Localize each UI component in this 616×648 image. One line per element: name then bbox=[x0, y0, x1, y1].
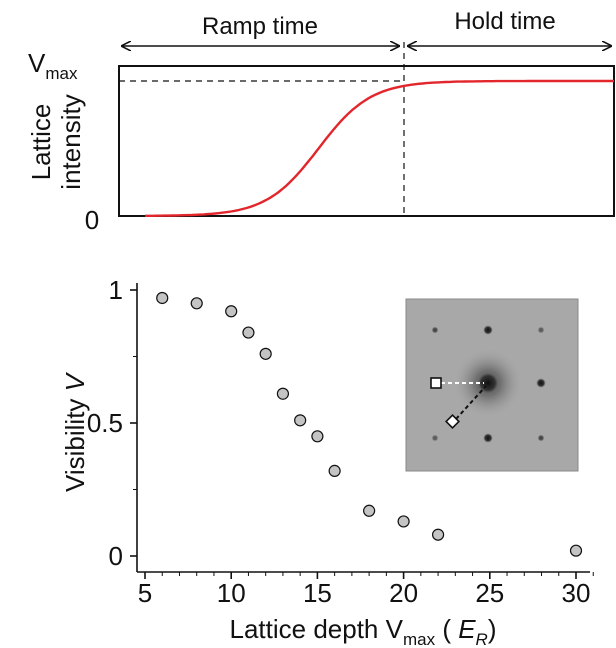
ytick-zero: 0 bbox=[85, 205, 99, 235]
data-point bbox=[190, 297, 203, 310]
x-tick-label: 10 bbox=[217, 578, 246, 608]
top-panel: Ramp time Hold time 0 Vmax Lattice inten… bbox=[26, 8, 615, 235]
data-point bbox=[569, 544, 583, 557]
x-ticks: 5 10 15 20 25 30 bbox=[138, 572, 594, 608]
intensity-curve bbox=[145, 79, 614, 217]
data-point bbox=[363, 504, 376, 517]
data-point bbox=[276, 387, 290, 400]
ytick-vmax: Vmax bbox=[28, 48, 78, 83]
data-point bbox=[397, 515, 410, 528]
y-ticks: 00.51 bbox=[87, 275, 137, 571]
bottom-ylabel: Visibility V bbox=[60, 371, 90, 492]
data-points bbox=[156, 291, 583, 557]
diffraction-inset-image bbox=[405, 298, 579, 472]
top-plot-frame bbox=[118, 65, 615, 217]
hold-time-label: Hold time bbox=[454, 8, 555, 35]
bottom-xlabel: Lattice depth Vmax ( ER) bbox=[230, 614, 497, 648]
bottom-panel: 5 10 15 20 25 30 00.51 Visibility V Lattice d… bbox=[60, 275, 594, 648]
ramp-time-label: Ramp time bbox=[202, 13, 318, 40]
top-ylabel-line1: Lattice bbox=[26, 104, 56, 181]
x-tick-label: 5 bbox=[138, 578, 152, 608]
data-point bbox=[294, 414, 307, 427]
x-tick-label: 30 bbox=[562, 578, 591, 608]
y-tick-label: 1 bbox=[109, 275, 123, 305]
y-tick-label: 0.5 bbox=[87, 408, 123, 438]
data-point bbox=[431, 528, 445, 541]
data-point bbox=[156, 291, 169, 305]
data-point bbox=[311, 430, 324, 443]
data-point bbox=[259, 347, 272, 360]
x-tick-label: 20 bbox=[389, 578, 418, 608]
inset-diamond-marker bbox=[445, 414, 460, 429]
x-tick-label: 15 bbox=[303, 578, 332, 608]
x-tick-label: 25 bbox=[475, 578, 504, 608]
data-point bbox=[242, 326, 255, 339]
data-point bbox=[328, 464, 341, 477]
top-ylabel-line2: intensity bbox=[56, 94, 86, 189]
inset-square-marker bbox=[430, 377, 442, 389]
y-tick-label: 0 bbox=[109, 541, 123, 571]
data-point bbox=[225, 305, 238, 318]
inset-black-dashed-line bbox=[455, 385, 487, 420]
